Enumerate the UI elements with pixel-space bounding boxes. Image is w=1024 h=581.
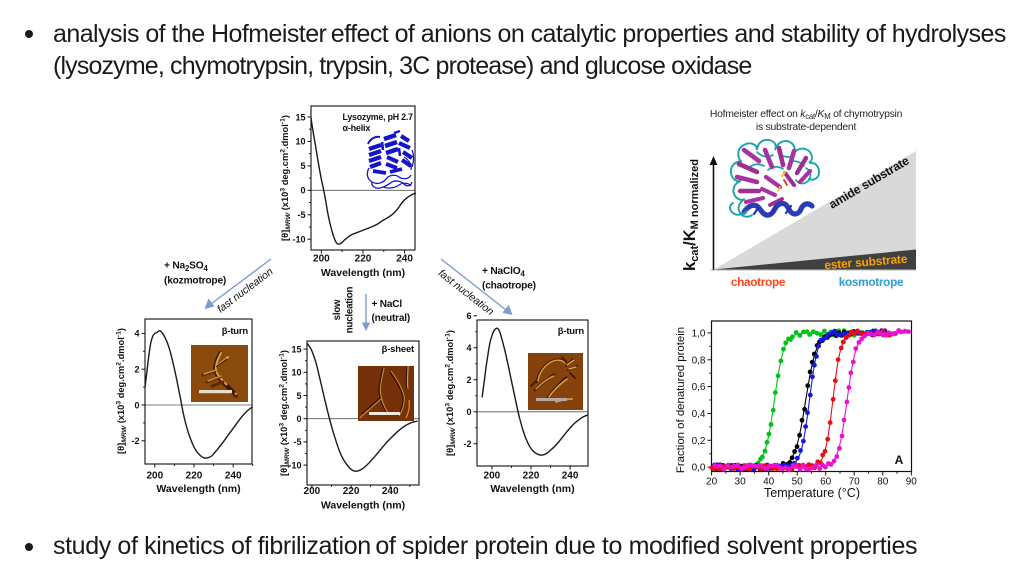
svg-text:0: 0 [134,400,139,410]
svg-text:(chaotrope): (chaotrope) [482,281,536,292]
svg-text:[θ]MRW (x103 deg.cm2.dmol-1): [θ]MRW (x103 deg.cm2.dmol-1) [116,328,129,454]
svg-text:+ NaClO4: + NaClO4 [482,266,526,278]
svg-text:(kozmotrope): (kozmotrope) [164,276,226,287]
svg-text:30: 30 [735,477,747,488]
svg-text:slow: slow [332,299,343,320]
svg-text:β-turn: β-turn [558,326,585,337]
svg-text:Wavelength (nm): Wavelength (nm) [490,483,574,495]
svg-text:[θ]MRW (x103 deg.cm2.dmol-1): [θ]MRW (x103 deg.cm2.dmol-1) [280,115,293,241]
svg-text:220: 220 [523,471,540,482]
svg-text:Temperature (°C): Temperature (°C) [764,486,860,500]
svg-text:0: 0 [466,407,471,417]
svg-text:0: 0 [300,186,305,196]
svg-text:Wavelength (nm): Wavelength (nm) [321,500,405,512]
svg-text:40: 40 [763,477,775,488]
svg-text:0: 0 [296,414,301,424]
svg-text:nucleation: nucleation [345,287,356,334]
svg-text:0,2: 0,2 [692,436,706,447]
svg-text:200: 200 [313,254,330,265]
svg-text:70: 70 [849,477,861,488]
svg-text:ester substrate: ester substrate [824,252,908,273]
svg-text:240: 240 [225,471,242,482]
svg-text:-10: -10 [292,235,305,245]
svg-text:50: 50 [792,477,804,488]
svg-text:-10: -10 [288,460,301,470]
svg-text:kosmotrope: kosmotrope [839,275,904,289]
svg-text:-5: -5 [297,210,305,220]
svg-text:0,8: 0,8 [692,355,706,366]
svg-text:β-sheet: β-sheet [382,344,415,355]
svg-text:is substrate-dependent: is substrate-dependent [756,122,857,133]
svg-text:chaotrope: chaotrope [731,275,786,289]
svg-text:-5: -5 [293,437,301,447]
svg-text:Wavelength (nm): Wavelength (nm) [156,483,240,495]
svg-text:[θ]MRW (x103 deg.cm2.dmol-1): [θ]MRW (x103 deg.cm2.dmol-1) [445,330,458,456]
svg-text:0,4: 0,4 [692,409,706,420]
svg-text:20: 20 [706,477,718,488]
svg-text:0,6: 0,6 [692,382,706,393]
svg-text:10: 10 [291,368,301,378]
svg-text:2: 2 [466,375,471,385]
svg-text:fast nucleation: fast nucleation [215,266,276,316]
svg-text:A: A [895,453,904,467]
svg-text:10: 10 [295,137,305,147]
svg-text:1,0: 1,0 [692,328,706,339]
svg-text:200: 200 [146,471,163,482]
svg-text:240: 240 [382,486,399,497]
svg-text:β-turn: β-turn [222,326,249,337]
svg-text:-2: -2 [463,439,471,449]
svg-text:200: 200 [484,471,501,482]
svg-text:[θ]MRW (x103 deg.cm2.dmol-1): [θ]MRW (x103 deg.cm2.dmol-1) [279,350,292,476]
svg-text:15: 15 [295,112,305,122]
svg-text:-2: -2 [131,436,139,446]
svg-text:4: 4 [134,329,139,339]
svg-text:kcat/KM normalized: kcat/KM normalized [681,159,701,271]
svg-text:60: 60 [820,477,832,488]
svg-text:240: 240 [396,254,413,265]
svg-text:90: 90 [906,477,918,488]
svg-text:+ Na2SO4: + Na2SO4 [164,261,208,273]
svg-text:α-helix: α-helix [343,123,371,133]
svg-text:(neutral): (neutral) [372,313,411,324]
svg-text:15: 15 [291,344,301,354]
svg-text:5: 5 [296,391,301,401]
svg-text:6: 6 [466,311,471,321]
svg-text:220: 220 [355,254,372,265]
svg-text:5: 5 [300,161,305,171]
svg-text:220: 220 [343,486,360,497]
svg-text:240: 240 [562,471,579,482]
svg-text:80: 80 [877,477,889,488]
svg-text:Wavelength (nm): Wavelength (nm) [321,267,405,279]
svg-text:0,0: 0,0 [692,463,706,474]
svg-text:Fraction of denatured protein: Fraction of denatured protein [675,327,687,473]
svg-text:200: 200 [304,486,321,497]
svg-text:4: 4 [466,343,471,353]
svg-text:220: 220 [186,471,203,482]
svg-text:Hofmeister effect on kcat/KM o: Hofmeister effect on kcat/KM of chymotry… [710,109,903,121]
svg-text:2: 2 [134,365,139,375]
svg-text:Lysozyme, pH 2.7: Lysozyme, pH 2.7 [343,112,414,122]
svg-text:+ NaCl: + NaCl [372,299,403,310]
